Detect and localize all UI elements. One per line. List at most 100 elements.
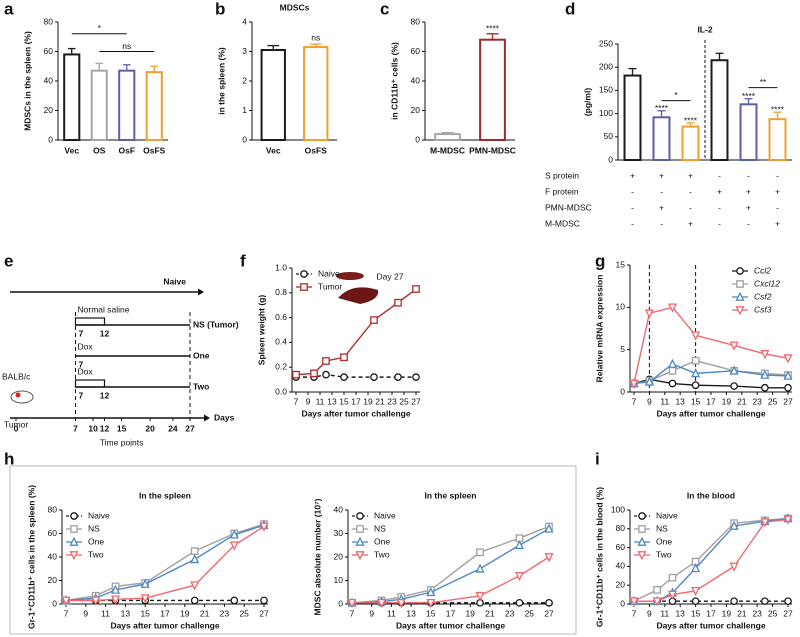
y-tick-label: 80: [48, 504, 58, 514]
marker: [110, 595, 121, 605]
panel-letter: h: [4, 449, 14, 468]
bar: [90, 69, 108, 141]
y-tick-label: 40: [48, 551, 58, 561]
x-tick-label: 25: [239, 608, 249, 618]
marker: [292, 370, 300, 379]
table-cell: -: [660, 218, 663, 228]
y-tick-label: 30: [334, 528, 344, 538]
y-tick-label: 0.8: [275, 287, 287, 297]
marker: [784, 383, 792, 392]
treatment-start: 7: [79, 328, 84, 338]
y-tick-label: 100: [599, 108, 613, 118]
marker: [691, 597, 700, 606]
marker: [783, 370, 793, 380]
y-axis-label: Spleen weight (g): [256, 295, 266, 366]
y-axis-label: Gr-1⁺CD11b⁺ cells in the spleen (%): [26, 485, 36, 629]
marker: [70, 512, 78, 520]
x-tick-label: 21: [485, 608, 495, 618]
y-tick-label: 20: [616, 579, 626, 589]
significance-label: ****: [655, 103, 669, 113]
marker: [629, 597, 639, 607]
y-tick-label: 250: [599, 38, 613, 48]
marker: [667, 303, 678, 313]
marker: [652, 597, 662, 607]
marker: [729, 562, 739, 572]
marker: [310, 369, 318, 378]
marker: [638, 525, 646, 533]
treatment-label: Dox: [78, 366, 94, 376]
table-cell: -: [747, 218, 750, 228]
x-tick-label: OsFS: [143, 145, 166, 155]
x-tick-label: 23: [387, 396, 397, 406]
legend-label: Ccl2: [754, 265, 771, 275]
table-cell: -: [689, 186, 692, 196]
x-tick-label: 19: [180, 608, 190, 618]
chart-title: In the spleen: [425, 490, 477, 500]
x-tick-label: 19: [722, 396, 732, 406]
annotation: Day 27: [377, 271, 404, 281]
marker: [784, 597, 792, 606]
chart-title: In the spleen: [139, 490, 191, 500]
y-tick-label: 20: [48, 575, 58, 585]
x-tick-label: 21: [200, 608, 210, 618]
y-tick-label: 0.6: [275, 312, 287, 322]
y-tick-label: 0: [620, 386, 625, 396]
marker: [475, 563, 485, 573]
x-tick-label: 7: [632, 608, 637, 618]
chart-title: In the blood: [687, 490, 735, 500]
x-tick-label: 13: [675, 396, 685, 406]
x-tick-label: 9: [647, 608, 652, 618]
marker: [545, 598, 553, 607]
x-tick-label: 17: [706, 608, 716, 618]
marker: [376, 598, 387, 609]
marker: [370, 373, 378, 381]
significance-label: *: [98, 23, 102, 33]
bar: [303, 46, 329, 142]
y-tick-label: 40: [616, 561, 626, 571]
x-tick-label: 19: [363, 396, 373, 406]
bar: [710, 59, 729, 162]
marker: [347, 598, 357, 609]
marker: [394, 298, 402, 307]
marker: [653, 586, 661, 594]
marker: [230, 596, 239, 605]
x-tick-label: OsF: [118, 145, 135, 155]
table-row-label: PMN-MDSC: [545, 202, 592, 212]
legend-label: Two: [88, 549, 104, 559]
treatment-bracket: [74, 317, 106, 326]
x-tick-label: 27: [544, 608, 554, 618]
x-tick-label: 25: [399, 396, 409, 406]
marker: [190, 596, 199, 605]
x-tick-label: 9: [306, 396, 311, 406]
marker: [691, 368, 701, 378]
x-tick-label: M-MDSC: [430, 145, 465, 155]
legend-label: One: [374, 536, 390, 546]
table-cell: +: [775, 186, 780, 196]
tumor-dot: [15, 392, 21, 398]
legend-label: NS: [656, 523, 668, 533]
panel-letter: a: [4, 0, 14, 18]
significance-label: ns: [311, 32, 320, 42]
y-tick-label: 0: [242, 134, 247, 144]
x-axis-label: Days after tumor challenge: [110, 620, 219, 630]
marker: [729, 520, 739, 530]
marker: [761, 383, 769, 392]
row-label: NS (Tumor): [193, 319, 239, 329]
table-cell: +: [717, 186, 722, 196]
legend-label: One: [656, 536, 672, 546]
bar: [63, 53, 81, 142]
table-cell: +: [688, 170, 693, 180]
legend-label: Csf3: [754, 304, 772, 314]
marker: [355, 551, 365, 561]
significance-label: *: [674, 90, 678, 100]
x-tick-label: 19: [722, 608, 732, 618]
marker: [667, 590, 678, 600]
significance-label: ****: [486, 24, 500, 34]
marker: [370, 316, 378, 324]
y-tick-label: 0: [338, 598, 343, 608]
tumor-label: Tumor: [4, 419, 28, 429]
y-axis-label: Gr-1⁺CD11b⁺ cells in the blood (%): [594, 487, 604, 627]
panel-letter: g: [595, 251, 605, 270]
y-tick-label: 80: [411, 16, 421, 26]
x-tick-label: 9: [83, 608, 88, 618]
